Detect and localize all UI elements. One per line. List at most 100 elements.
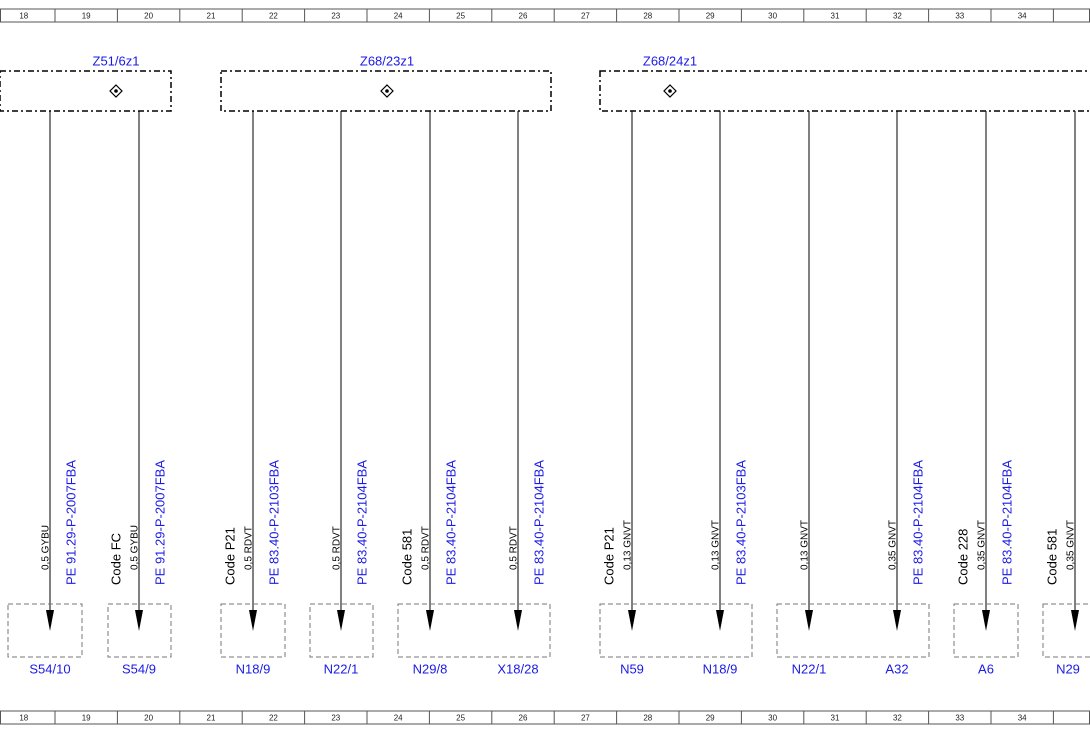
target-label: A32	[885, 661, 908, 676]
ruler-label: 31	[831, 12, 840, 21]
code-label: Code 581	[1044, 529, 1059, 585]
ruler-label: 23	[331, 714, 340, 723]
wire-spec: 0,35 GNVT	[888, 520, 899, 570]
part-ref: PE 83.40-P-2103FBA	[733, 460, 748, 585]
ruler-label: 22	[269, 12, 278, 21]
target-label: N29	[1056, 661, 1080, 676]
target-label: N59	[620, 661, 644, 676]
target-box	[397, 603, 551, 658]
wire-arrow	[337, 610, 345, 631]
connector-dot	[114, 89, 118, 93]
code-label: Code P21	[601, 527, 616, 585]
wire-spec: 0,13 GNVT	[623, 520, 634, 570]
connector-label: Z51/6z1	[93, 53, 140, 68]
connector-symbol	[109, 84, 123, 98]
ruler-label: 33	[955, 714, 964, 723]
ruler-frame	[0, 8, 1090, 23]
code-label: Code FC	[108, 533, 123, 585]
ruler-label: 30	[768, 12, 777, 21]
connector-box	[599, 70, 1090, 112]
part-ref: PE 83.40-P-2104FBA	[531, 460, 546, 585]
wire-spec: 0,5 RDVT	[244, 526, 255, 570]
wire-arrow	[135, 610, 143, 631]
ruler-label: 34	[1018, 12, 1027, 21]
wire-spec: 0,35 GNVT	[977, 520, 988, 570]
ruler-label: 18	[19, 714, 28, 723]
part-ref: PE 83.40-P-2103FBA	[266, 460, 281, 585]
connector-label: Z68/24z1	[643, 53, 697, 68]
ruler-label: 34	[1018, 714, 1027, 723]
target-box	[7, 603, 83, 658]
ruler-label: 21	[207, 12, 216, 21]
wire-spec: 0,5 GYBU	[41, 525, 52, 570]
ruler-label: 29	[706, 714, 715, 723]
ruler-label: 31	[831, 714, 840, 723]
ruler-label: 28	[643, 714, 652, 723]
ruler-label: 32	[893, 714, 902, 723]
code-label: Code 228	[955, 529, 970, 585]
target-box	[599, 603, 753, 658]
target-label: N22/1	[324, 661, 359, 676]
ruler-label: 32	[893, 12, 902, 21]
wire-arrow	[716, 610, 724, 631]
part-ref: PE 91.29-P-2007FBA	[152, 460, 167, 585]
ruler-label: 30	[768, 714, 777, 723]
code-label: Code P21	[222, 527, 237, 585]
ruler-label: 24	[394, 12, 403, 21]
target-box	[309, 603, 374, 658]
ruler-label: 27	[581, 714, 590, 723]
connector-box	[220, 70, 552, 112]
wire-spec: 0,13 GNVT	[711, 520, 722, 570]
part-ref: PE 91.29-P-2007FBA	[63, 460, 78, 585]
wire-spec: 0,35 GNVT	[1066, 520, 1077, 570]
ruler-label: 23	[331, 12, 340, 21]
target-label: X18/28	[497, 661, 538, 676]
target-label: N29/8	[413, 661, 448, 676]
part-ref: PE 83.40-P-2104FBA	[999, 460, 1014, 585]
ruler-label: 19	[82, 12, 91, 21]
part-ref: PE 83.40-P-2104FBA	[354, 460, 369, 585]
ruler-label: 27	[581, 12, 590, 21]
connector-dot	[668, 89, 672, 93]
ruler-label: 24	[394, 714, 403, 723]
ruler-label: 20	[144, 714, 153, 723]
wire-spec: 0,13 GNVT	[800, 520, 811, 570]
ruler-label: 19	[82, 714, 91, 723]
target-box	[1042, 603, 1090, 658]
ruler-label: 29	[706, 12, 715, 21]
ruler-label: 22	[269, 714, 278, 723]
wire-arrow	[805, 610, 813, 631]
ruler-label: 21	[207, 714, 216, 723]
connector-symbol	[663, 84, 677, 98]
ruler-label: 26	[519, 714, 528, 723]
wire-spec: 0,5 GYBU	[130, 525, 141, 570]
target-box	[220, 603, 286, 658]
wire-arrow	[1071, 610, 1079, 631]
target-label: A6	[978, 661, 994, 676]
wire-arrow	[249, 610, 257, 631]
wire-arrow	[426, 610, 434, 631]
part-ref: PE 83.40-P-2104FBA	[443, 460, 458, 585]
target-box	[776, 603, 930, 658]
connector-box	[0, 70, 172, 112]
target-label: N18/9	[703, 661, 738, 676]
wire-spec: 0,5 RDVT	[509, 526, 520, 570]
part-ref: PE 83.40-P-2104FBA	[910, 460, 925, 585]
target-label: N22/1	[792, 661, 827, 676]
connector-symbol	[380, 84, 394, 98]
wire-arrow	[893, 610, 901, 631]
connector-label: Z68/23z1	[360, 53, 414, 68]
ruler-label: 25	[456, 12, 465, 21]
ruler-label: 26	[519, 12, 528, 21]
ruler-label: 18	[19, 12, 28, 21]
wire-arrow	[514, 610, 522, 631]
ruler-frame	[0, 710, 1090, 725]
ruler-label: 25	[456, 714, 465, 723]
target-label: N18/9	[236, 661, 271, 676]
target-label: S54/9	[122, 661, 156, 676]
target-box	[953, 603, 1019, 658]
wire-spec: 0,5 RDVT	[332, 526, 343, 570]
wire-arrow	[982, 610, 990, 631]
connector-dot	[385, 89, 389, 93]
